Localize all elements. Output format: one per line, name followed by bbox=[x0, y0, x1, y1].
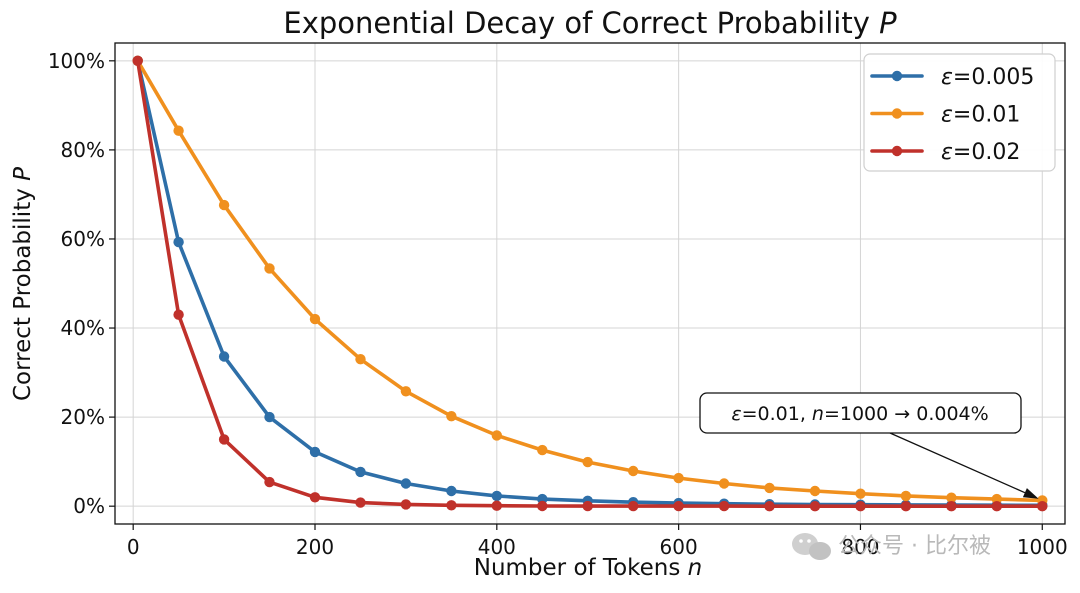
data-point bbox=[718, 478, 730, 489]
data-point bbox=[218, 199, 230, 211]
data-point bbox=[173, 125, 184, 136]
x-tick-label: 1000 bbox=[1017, 535, 1068, 559]
data-point bbox=[173, 236, 184, 248]
data-point bbox=[582, 456, 593, 468]
watermark-text: 公众号 · 比尔被 bbox=[838, 534, 991, 559]
y-axis-label: Correct Probability P bbox=[10, 167, 36, 401]
series-2 bbox=[132, 55, 1048, 506]
data-point bbox=[400, 499, 412, 510]
data-point bbox=[1037, 501, 1048, 512]
data-point bbox=[855, 488, 866, 499]
y-tick-label: 80% bbox=[61, 138, 105, 162]
data-point bbox=[400, 386, 412, 397]
data-point bbox=[218, 434, 230, 445]
data-point bbox=[400, 478, 412, 489]
series-3 bbox=[132, 55, 1048, 512]
data-point bbox=[491, 430, 502, 441]
data-point bbox=[582, 500, 593, 512]
plot-frame bbox=[114, 42, 1066, 525]
ticks: 0 200 400 600 800 1000 0% 20% 40% 60% 80% 100% bbox=[48, 49, 1068, 559]
annotation-arrow bbox=[889, 432, 1026, 494]
data-point bbox=[946, 501, 957, 512]
data-point bbox=[309, 446, 321, 458]
data-point bbox=[764, 482, 775, 494]
legend: ε=0.005 ε=0.01 ε=0.02 bbox=[863, 53, 1056, 172]
series-layer bbox=[132, 55, 1048, 512]
data-point bbox=[264, 476, 275, 488]
legend-label: ε=0.01 bbox=[941, 103, 1020, 128]
legend-marker bbox=[891, 70, 903, 82]
data-point bbox=[446, 411, 457, 422]
data-point bbox=[900, 501, 912, 512]
data-point bbox=[309, 313, 321, 325]
annotation-text: ε=0.01, n=1000 → 0.004% bbox=[731, 403, 988, 425]
data-point bbox=[446, 485, 457, 497]
data-point bbox=[491, 490, 502, 502]
legend-item-2: ε=0.01 bbox=[870, 103, 1020, 128]
data-point bbox=[309, 492, 321, 503]
data-point bbox=[355, 497, 366, 508]
annotation-arrowhead bbox=[1022, 488, 1039, 499]
data-point bbox=[264, 263, 275, 274]
x-tick-label: 200 bbox=[296, 535, 334, 559]
legend-marker bbox=[891, 108, 903, 119]
data-point bbox=[718, 500, 730, 512]
chart-title: Exponential Decay of Correct Probability… bbox=[283, 6, 897, 40]
y-tick-label: 100% bbox=[48, 49, 105, 73]
data-point bbox=[218, 351, 230, 362]
legend-label: ε=0.02 bbox=[941, 140, 1020, 165]
y-tick-label: 60% bbox=[61, 227, 105, 251]
data-point bbox=[809, 501, 821, 512]
y-tick-label: 20% bbox=[61, 405, 105, 429]
x-tick-label: 0 bbox=[127, 535, 140, 559]
data-point bbox=[491, 500, 502, 511]
data-point bbox=[132, 55, 143, 66]
data-point bbox=[173, 309, 184, 320]
legend-label: ε=0.005 bbox=[941, 65, 1034, 90]
data-point bbox=[355, 354, 366, 365]
legend-item-1: ε=0.005 bbox=[870, 65, 1034, 90]
data-point bbox=[809, 485, 821, 497]
watermark: 公众号 · 比尔被 bbox=[792, 533, 991, 560]
x-tick-label: 800 bbox=[841, 535, 879, 559]
legend-item-3: ε=0.02 bbox=[870, 140, 1020, 165]
data-point bbox=[900, 490, 912, 502]
annotation-box bbox=[699, 392, 1022, 434]
data-point bbox=[991, 501, 1002, 512]
x-tick-label: 600 bbox=[660, 535, 698, 559]
legend-marker bbox=[891, 145, 903, 157]
x-tick-label: 400 bbox=[478, 535, 516, 559]
data-point bbox=[537, 500, 548, 512]
data-point bbox=[628, 465, 639, 477]
data-point bbox=[855, 501, 866, 512]
data-point bbox=[946, 492, 957, 503]
data-point bbox=[264, 411, 275, 423]
data-point bbox=[446, 500, 457, 511]
data-point bbox=[673, 472, 684, 484]
annotation: ε=0.01, n=1000 → 0.004% bbox=[699, 392, 1039, 499]
y-tick-label: 40% bbox=[61, 316, 105, 340]
wechat-icon bbox=[792, 533, 831, 560]
data-point bbox=[628, 500, 639, 512]
data-point bbox=[355, 466, 366, 478]
x-axis-label: Number of Tokens n bbox=[474, 555, 703, 581]
data-point bbox=[764, 501, 775, 512]
data-point bbox=[537, 444, 548, 456]
legend-box bbox=[863, 53, 1056, 172]
data-point bbox=[673, 500, 684, 512]
y-tick-label: 0% bbox=[73, 494, 105, 518]
